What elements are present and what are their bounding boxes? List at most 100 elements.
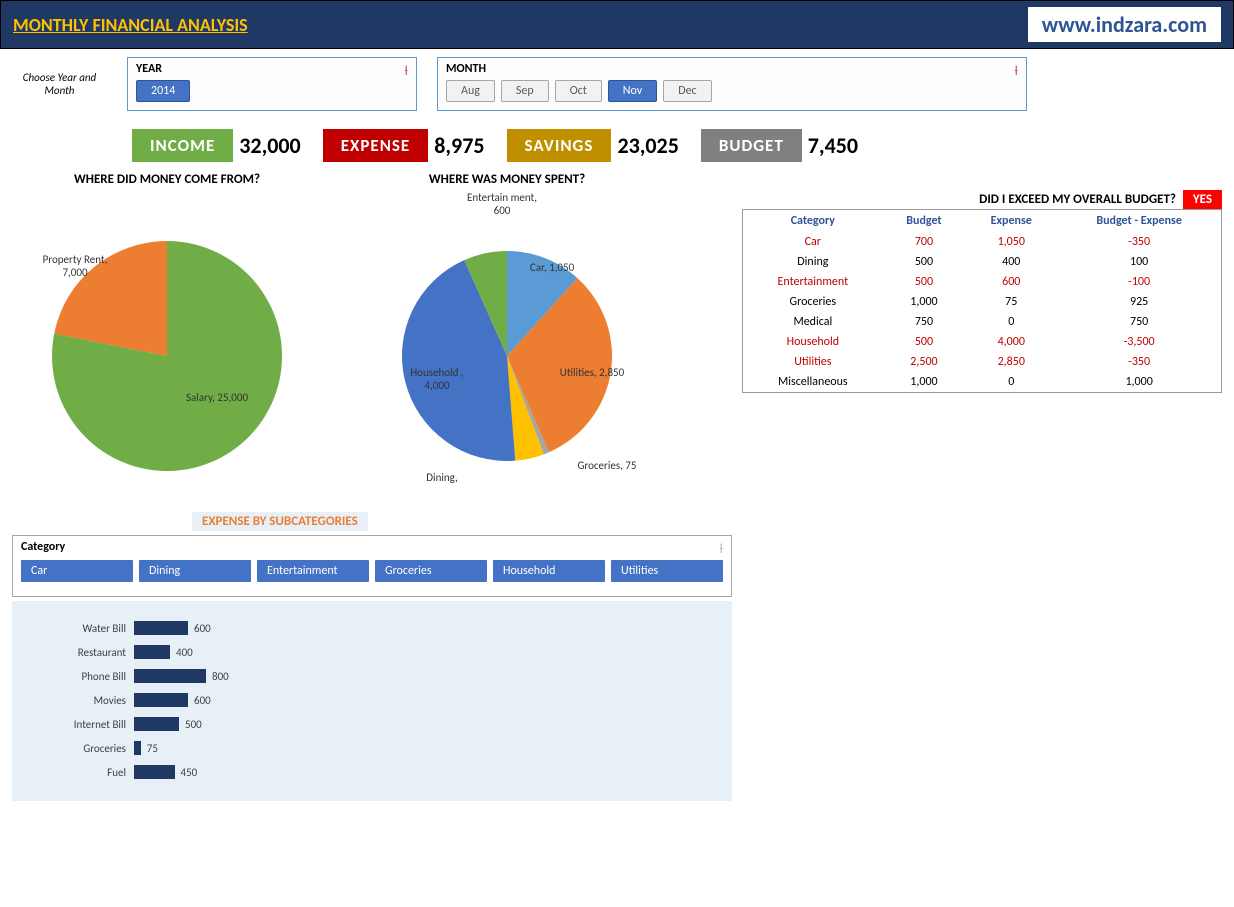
kpi-income: INCOME32,000 — [132, 129, 301, 162]
bar-row: Phone Bill800 — [24, 669, 720, 683]
bar-value: 500 — [179, 718, 202, 731]
kpi-budget: BUDGET7,450 — [701, 129, 858, 162]
table-cell: 1,000 — [883, 372, 966, 393]
table-cell: 100 — [1057, 252, 1221, 272]
table-cell: 500 — [883, 252, 966, 272]
bar-value: 600 — [188, 694, 211, 707]
slicer-item-nov[interactable]: Nov — [608, 80, 657, 102]
header-url[interactable]: www.indzara.com — [1028, 7, 1221, 42]
category-item-entertainment[interactable]: Entertainment — [257, 560, 369, 582]
bar-value: 600 — [188, 622, 211, 635]
table-cell: Groceries — [743, 292, 883, 312]
pie-slice-label: Entertain ment, 600 — [467, 191, 537, 217]
table-cell: Dining — [743, 252, 883, 272]
table-cell: 500 — [883, 272, 966, 292]
clear-filter-icon[interactable]: ⟊ — [719, 540, 723, 557]
table-row: Miscellaneous1,00001,000 — [743, 372, 1222, 393]
bar-value: 800 — [206, 670, 229, 683]
clear-filter-icon[interactable]: ⟊ — [404, 62, 408, 79]
slicer-item-oct[interactable]: Oct — [555, 80, 602, 102]
kpi-value: 7,450 — [808, 132, 858, 159]
pie-slice-label: Property Rent, 7,000 — [40, 253, 110, 279]
category-slicer: Category ⟊ Car Dining Entertainment Groceri… — [12, 535, 732, 597]
category-item-dining[interactable]: Dining — [139, 560, 251, 582]
bar-label: Water Bill — [24, 622, 134, 635]
pie-slice-label: Salary, 25,000 — [182, 391, 252, 404]
bar-row: Restaurant 400 — [24, 645, 720, 659]
table-cell: 400 — [965, 252, 1057, 272]
category-item-household[interactable]: Household — [493, 560, 605, 582]
bar-label: Fuel — [24, 766, 134, 779]
income-pie-title: WHERE DID MONEY COME FROM? — [12, 172, 322, 187]
category-item-utilities[interactable]: Utilities — [611, 560, 723, 582]
table-cell: -100 — [1057, 272, 1221, 292]
table-cell: 925 — [1057, 292, 1221, 312]
bar-row: Internet Bill 500 — [24, 717, 720, 731]
table-cell: 1,000 — [883, 292, 966, 312]
table-row: Dining500400100 — [743, 252, 1222, 272]
table-cell: 4,000 — [965, 332, 1057, 352]
bar-label: Movies — [24, 694, 134, 707]
table-cell: 750 — [1057, 312, 1221, 332]
table-cell: -3,500 — [1057, 332, 1221, 352]
month-slicer-title: MONTH — [446, 62, 1018, 76]
pie-slice-label: Utilities, 2,850 — [557, 366, 627, 379]
table-cell: 0 — [965, 312, 1057, 332]
table-cell: 0 — [965, 372, 1057, 393]
table-header: Expense — [965, 210, 1057, 233]
kpi-label: SAVINGS — [507, 129, 612, 162]
table-header: Budget — [883, 210, 966, 233]
kpi-savings: SAVINGS23,025 — [507, 129, 679, 162]
bar-row: Water Bill 600 — [24, 621, 720, 635]
table-row: Groceries1,00075925 — [743, 292, 1222, 312]
table-row: Entertainment500600-100 — [743, 272, 1222, 292]
kpi-label: EXPENSE — [323, 129, 429, 162]
budget-question: DID I EXCEED MY OVERALL BUDGET? — [979, 192, 1176, 207]
clear-filter-icon[interactable]: ⟊ — [1014, 62, 1018, 79]
kpi-row: INCOME32,000 EXPENSE8,975 SAVINGS23,025 BUD… — [132, 129, 1222, 162]
table-cell: 1,050 — [965, 232, 1057, 252]
category-item-car[interactable]: Car — [21, 560, 133, 582]
bar-label: Restaurant — [24, 646, 134, 659]
table-cell: 700 — [883, 232, 966, 252]
table-cell: Medical — [743, 312, 883, 332]
bar-value: 400 — [170, 646, 193, 659]
income-pie-block: WHERE DID MONEY COME FROM? Salary, 25,00… — [12, 172, 322, 501]
table-row: Car7001,050-350 — [743, 232, 1222, 252]
slicer-item-sep[interactable]: Sep — [501, 80, 549, 102]
bar-row: Movies 600 — [24, 693, 720, 707]
category-slicer-title: Category — [21, 540, 723, 554]
category-item-groceries[interactable]: Groceries — [375, 560, 487, 582]
bar-fill — [134, 693, 188, 707]
year-slicer: YEAR ⟊ 2014 — [127, 57, 417, 111]
kpi-value: 32,000 — [239, 132, 300, 159]
bar-row: Fuel 450 — [24, 765, 720, 779]
kpi-value: 23,025 — [617, 132, 678, 159]
budget-answer: YES — [1183, 190, 1222, 209]
slicer-item-aug[interactable]: Aug — [446, 80, 495, 102]
table-cell: 750 — [883, 312, 966, 332]
month-slicer: MONTH ⟊ Aug Sep Oct Nov Dec — [437, 57, 1027, 111]
table-cell: Utilities — [743, 352, 883, 372]
kpi-expense: EXPENSE8,975 — [323, 129, 485, 162]
bar-row: Groceries75 — [24, 741, 720, 755]
table-header: Budget - Expense — [1057, 210, 1221, 233]
table-cell: -350 — [1057, 352, 1221, 372]
table-cell: 500 — [883, 332, 966, 352]
slicer-item-dec[interactable]: Dec — [663, 80, 711, 102]
bar-fill — [134, 645, 170, 659]
bar-fill — [134, 669, 206, 683]
year-slicer-title: YEAR — [136, 62, 408, 76]
kpi-label: BUDGET — [701, 129, 802, 162]
bar-label: Internet Bill — [24, 718, 134, 731]
table-cell: 2,850 — [965, 352, 1057, 372]
slicer-item-2014[interactable]: 2014 — [136, 80, 190, 102]
table-row: Medical7500750 — [743, 312, 1222, 332]
pie-slice-label: Household , 4,000 — [397, 366, 477, 392]
bar-value: 450 — [175, 766, 198, 779]
expense-pie-title: WHERE WAS MONEY SPENT? — [352, 172, 662, 187]
subcat-title: EXPENSE BY SUBCATEGORIES — [192, 512, 368, 531]
budget-question-row: DID I EXCEED MY OVERALL BUDGET? YES — [742, 192, 1222, 207]
bar-value: 75 — [141, 742, 158, 755]
expense-pie-block: WHERE WAS MONEY SPENT? Car, 1,050Utiliti… — [352, 172, 662, 501]
